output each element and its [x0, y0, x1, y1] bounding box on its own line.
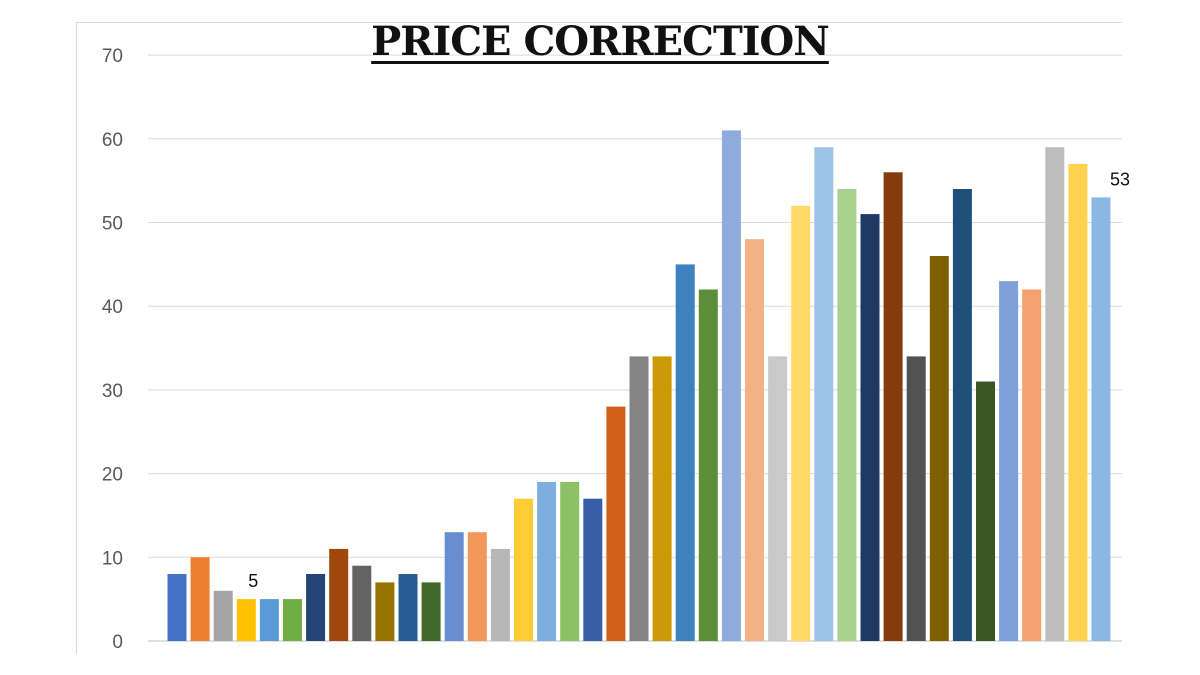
- bar: [837, 189, 857, 641]
- bar: [652, 356, 672, 641]
- bar: [976, 381, 995, 641]
- bar: [952, 189, 972, 641]
- y-tick-label: 20: [102, 465, 123, 486]
- bar: [791, 205, 811, 642]
- data-label: 5: [248, 571, 258, 591]
- bar: [398, 574, 418, 641]
- bar: [236, 599, 256, 641]
- bar: [190, 557, 210, 641]
- y-tick-label: 50: [102, 214, 123, 235]
- y-tick-label: 0: [112, 632, 123, 653]
- bar: [606, 406, 626, 641]
- bar: [745, 239, 764, 641]
- y-tick-label: 40: [102, 297, 123, 318]
- bar: [329, 548, 349, 641]
- bar: [583, 498, 603, 641]
- y-tick-label: 10: [102, 548, 123, 569]
- data-label: 53: [1110, 169, 1130, 189]
- bar: [1068, 163, 1088, 641]
- bar: [490, 548, 510, 641]
- bar: [883, 172, 903, 642]
- bar: [999, 281, 1019, 641]
- bar: [375, 582, 395, 641]
- y-tick-label: 30: [102, 381, 123, 402]
- bar: [213, 590, 233, 641]
- bar: [929, 256, 949, 641]
- bar: [167, 574, 187, 641]
- bar: [860, 214, 880, 641]
- y-axis-ticks: 0 10 20 30 40 50 60 70: [102, 46, 123, 653]
- bar: [768, 356, 788, 641]
- bar: [259, 599, 279, 641]
- bar: [283, 599, 302, 641]
- bar: [814, 147, 834, 641]
- bar: [514, 498, 533, 641]
- bar: [1091, 197, 1111, 641]
- bars: [167, 130, 1111, 642]
- chart-title: PRICE CORRECTION: [371, 18, 830, 65]
- bar: [537, 482, 557, 641]
- y-tick-label: 60: [102, 130, 123, 151]
- bar: [1022, 289, 1042, 641]
- y-tick-label: 70: [102, 46, 123, 67]
- bar: [467, 532, 487, 641]
- bar: [698, 289, 718, 641]
- bar: [306, 574, 326, 641]
- bar: [1045, 147, 1065, 641]
- bar: [444, 532, 464, 641]
- bar: [629, 356, 649, 641]
- bar: [675, 264, 695, 641]
- data-labels: 5 53: [248, 169, 1130, 591]
- bar: [721, 130, 741, 641]
- bar: [352, 565, 372, 641]
- bar: [906, 356, 926, 641]
- bar: [560, 482, 580, 641]
- bar: [421, 582, 441, 641]
